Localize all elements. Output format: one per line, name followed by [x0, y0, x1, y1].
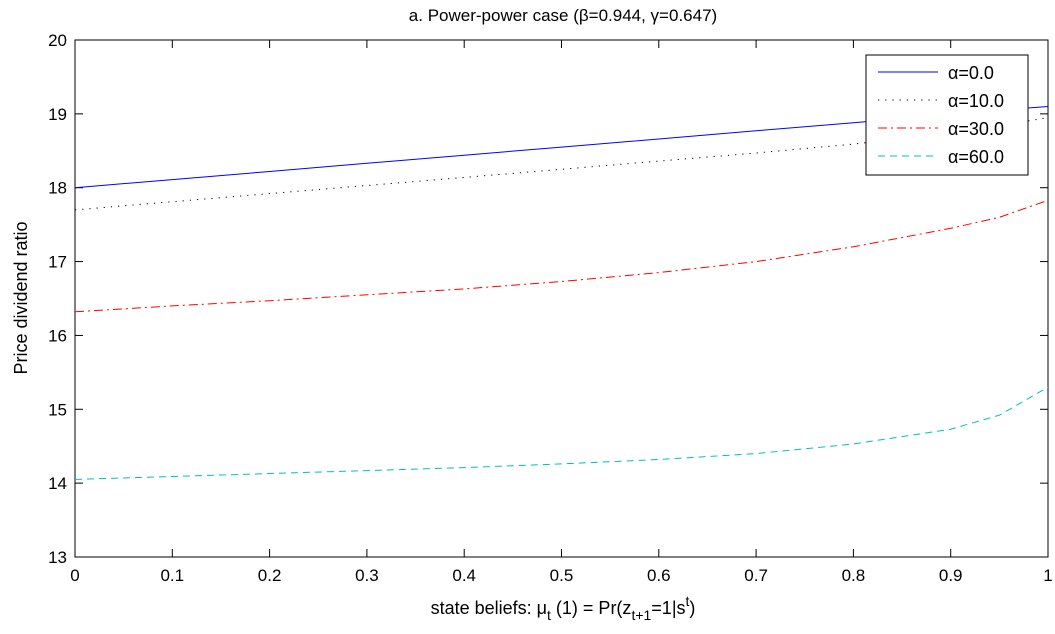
x-tick-label: 0.3 — [355, 566, 379, 585]
x-tick-label: 0 — [70, 566, 79, 585]
x-axis-label: state beliefs: μt (1) = Pr(zt+1=1|st) — [431, 593, 696, 623]
x-tick-label: 1 — [1043, 566, 1052, 585]
x-tick-label: 0.8 — [842, 566, 866, 585]
legend-label-1: α=10.0 — [948, 91, 1004, 111]
y-axis-ticks: 13 14 15 16 17 18 19 20 — [48, 31, 1048, 567]
y-tick-label: 14 — [48, 474, 67, 493]
x-tick-label: 0.9 — [939, 566, 963, 585]
x-tick-label: 0.5 — [550, 566, 574, 585]
legend-label-3: α=60.0 — [948, 147, 1004, 167]
series-line-2 — [74, 199, 1049, 313]
y-tick-label: 16 — [48, 326, 67, 345]
y-tick-label: 15 — [48, 400, 67, 419]
y-tick-label: 18 — [48, 179, 67, 198]
y-tick-label: 13 — [48, 548, 67, 567]
legend-box — [865, 54, 1029, 176]
legend-label-0: α=0.0 — [948, 63, 994, 83]
y-tick-label: 20 — [48, 31, 67, 50]
x-axis-ticks: 0 0.1 0.2 0.3 0.4 0.5 0.6 0.7 0.8 0.9 1 — [70, 40, 1053, 585]
x-tick-label: 0.7 — [744, 566, 768, 585]
legend-label-2: α=30.0 — [948, 119, 1004, 139]
x-tick-label: 0.2 — [258, 566, 282, 585]
y-axis-label: Price dividend ratio — [11, 221, 31, 374]
x-tick-label: 0.6 — [647, 566, 671, 585]
x-tick-label: 0.1 — [160, 566, 184, 585]
x-tick-label: 0.4 — [452, 566, 476, 585]
y-tick-label: 19 — [48, 105, 67, 124]
legend: α=0.0 α=10.0 α=30.0 α=60.0 — [865, 54, 1029, 176]
y-tick-label: 17 — [48, 253, 67, 272]
chart-title: a. Power-power case (β=0.944, γ=0.647) — [409, 6, 717, 25]
